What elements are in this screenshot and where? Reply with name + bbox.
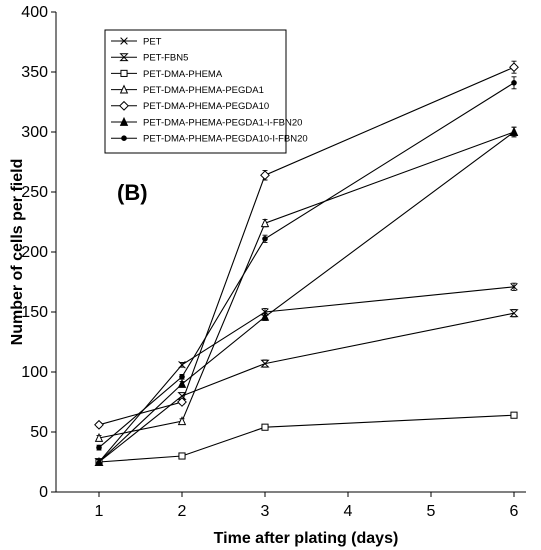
data-point (177, 416, 187, 426)
series-line (98, 414, 515, 463)
series-line (98, 82, 515, 449)
y-tick-label: 100 (21, 364, 48, 381)
data-point (510, 283, 518, 291)
data-point (260, 359, 270, 368)
x-tick-label: 6 (510, 503, 519, 520)
data-point (177, 378, 187, 388)
data-point (94, 432, 104, 442)
series-line (98, 131, 515, 439)
series-hourglass (94, 309, 519, 466)
data-point (96, 444, 102, 451)
y-tick-label: 350 (21, 64, 48, 81)
legend-entry: PET (111, 36, 162, 47)
x-tick-label: 3 (261, 503, 270, 520)
data-point (510, 411, 518, 419)
legend-marker (119, 100, 129, 111)
series-line (98, 286, 515, 463)
legend-label: PET (143, 36, 162, 47)
legend-entry: PET-DMA-PHEMA (111, 69, 223, 80)
data-point (260, 218, 270, 228)
legend-label: PET-DMA-PHEMA-PEGDA1-I-FBN20 (143, 117, 302, 128)
series-line (98, 66, 515, 426)
data-point (509, 62, 519, 73)
y-axis-ticks: 0 50 100 150 200 250 300 350 400 (21, 4, 56, 501)
data-point (509, 126, 519, 136)
legend-entry: PET-DMA-PHEMA-PEGDA10 (111, 100, 269, 112)
legend-entry: PET-DMA-PHEMA-PEGDA1-I-FBN20 (111, 116, 302, 128)
legend-label: PET-DMA-PHEMA (143, 69, 223, 80)
series-filled-circle (96, 76, 517, 451)
panel-label: (B) (117, 180, 148, 205)
data-point (509, 309, 519, 318)
series-diamond (94, 60, 519, 430)
data-point (94, 419, 104, 430)
series-filled-triangle (94, 126, 519, 466)
x-tick-label: 1 (95, 503, 104, 520)
x-axis-ticks: 1 2 3 4 5 6 (95, 492, 519, 520)
x-tick-label: 2 (178, 503, 187, 520)
series-line (98, 131, 515, 463)
legend-box (104, 29, 287, 154)
legend-marker (119, 116, 129, 126)
series-layer (94, 60, 519, 466)
y-tick-label: 0 (39, 484, 48, 501)
data-point (260, 311, 270, 321)
y-tick-label: 150 (21, 304, 48, 321)
x-axis-label: Time after plating (days) (214, 530, 399, 547)
legend-marker (120, 69, 128, 77)
x-tick-label: 4 (344, 503, 353, 520)
data-point (262, 236, 268, 242)
y-tick-label: 400 (21, 4, 48, 21)
legend-entry: PET-DMA-PHEMA-PEGDA10-I-FBN20 (111, 134, 308, 145)
data-point (178, 361, 186, 369)
series-x (95, 282, 518, 466)
x-tick-label: 5 (427, 503, 436, 520)
series-square (95, 411, 518, 466)
legend-marker (119, 84, 129, 94)
data-point (94, 456, 104, 466)
legend-entry: PET-DMA-PHEMA-PEGDA1 (111, 84, 264, 96)
legend-label: PET-DMA-PHEMA-PEGDA10 (143, 101, 269, 112)
legend-marker (119, 53, 129, 62)
y-tick-label: 250 (21, 184, 48, 201)
legend-label: PET-FBN5 (143, 53, 188, 64)
legend-label: PET-DMA-PHEMA-PEGDA1 (143, 85, 264, 96)
y-tick-label: 50 (30, 424, 48, 441)
y-axis-label: Number of cells per field (9, 159, 26, 346)
legend-label: PET-DMA-PHEMA-PEGDA10-I-FBN20 (143, 134, 308, 145)
legend-marker (121, 135, 127, 141)
series-line (98, 312, 515, 463)
data-point (511, 80, 517, 86)
series-triangle (94, 126, 519, 442)
data-point (261, 423, 269, 431)
y-tick-label: 200 (21, 244, 48, 261)
data-point (177, 397, 187, 407)
data-point (260, 170, 270, 181)
legend: PET PET-FBN5 PET-DMA-PHEMA PET-DMA-PHEMA-PE… (104, 29, 308, 154)
legend-entry: PET-FBN5 (111, 53, 188, 64)
data-point (179, 374, 185, 380)
y-tick-label: 300 (21, 124, 48, 141)
legend-marker (120, 37, 128, 45)
data-point (178, 452, 186, 460)
